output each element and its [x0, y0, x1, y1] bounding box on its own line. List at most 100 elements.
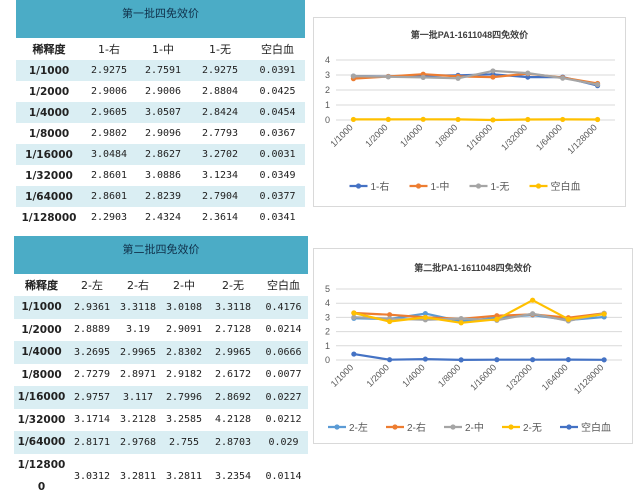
x-tick-label: 1/16000	[464, 122, 494, 152]
value-cell: 0.0077	[259, 363, 309, 386]
value-cell: 0.0377	[250, 186, 306, 207]
table-row: 1/8000 2.9802 2.9096 2.7793 0.0367	[16, 123, 306, 144]
data-point	[420, 74, 426, 80]
value-cell: 2.9091	[161, 318, 207, 341]
x-tick-label: 1/1000	[328, 122, 355, 149]
value-cell: 3.1714	[69, 408, 115, 431]
value-cell: 3.0312	[69, 453, 115, 499]
dilution-cell: 1/4000	[14, 341, 69, 364]
col-header-3: 1-无	[190, 38, 250, 60]
data-point	[385, 74, 391, 80]
x-tick-label: 1/64000	[540, 362, 570, 392]
value-cell: 0.029	[259, 431, 309, 454]
table-row: 1/16000 2.9757 3.117 2.7996 2.8692 0.0227	[14, 386, 309, 409]
table-row: 1/32000 2.8601 3.0886 3.1234 0.0349	[16, 165, 306, 186]
x-tick-label: 1/8000	[436, 362, 463, 389]
data-point	[530, 311, 536, 317]
table-row: 1/8000 2.7279 2.8971 2.9182 2.6172 0.0077	[14, 363, 309, 386]
value-cell: 3.1234	[190, 165, 250, 186]
value-cell: 3.2811	[115, 453, 161, 499]
data-point	[455, 75, 461, 81]
legend-label: 2-无	[523, 423, 542, 434]
value-cell: 2.8703	[207, 431, 259, 454]
data-point	[594, 116, 601, 123]
data-point	[351, 314, 357, 320]
value-cell: 4.2128	[207, 408, 259, 431]
table-row: 1/64000 2.8171 2.9768 2.755 2.8703 0.029	[14, 431, 309, 454]
value-cell: 0.0425	[250, 81, 306, 102]
data-point	[387, 312, 393, 318]
series-line-2	[353, 69, 598, 86]
data-point	[422, 314, 428, 321]
dilution-cell: 1/2000	[14, 318, 69, 341]
col-header-3: 2-中	[161, 274, 207, 296]
value-cell: 2.8601	[82, 165, 136, 186]
value-cell: 0.0391	[250, 60, 306, 81]
data-point	[494, 357, 500, 363]
value-cell: 0.0227	[259, 386, 309, 409]
legend-label: 1-右	[371, 180, 390, 193]
value-cell: 2.9965	[207, 341, 259, 364]
value-cell: 2.755	[161, 431, 207, 454]
table-row: 1/2000 2.9006 2.9006 2.8804 0.0425	[16, 81, 306, 102]
value-cell: 2.9182	[161, 363, 207, 386]
value-cell: 2.9757	[69, 386, 115, 409]
y-tick-label: 2	[325, 327, 330, 337]
value-cell: 0.0031	[250, 144, 306, 165]
value-cell: 2.8804	[190, 81, 250, 102]
dilution-cell: 1/8000	[14, 363, 69, 386]
col-header-4: 空白血	[250, 38, 306, 60]
value-cell: 2.7279	[69, 363, 115, 386]
x-tick-label: 1/128000	[572, 362, 606, 396]
batch2-table: 第二批四免效价 稀释度 2-左 2-右 2-中 2-无 空白血 1/1000 2.9361 3…	[14, 236, 309, 499]
value-cell: 2.9361	[69, 296, 115, 319]
data-point	[351, 310, 357, 316]
value-cell: 2.7591	[136, 60, 190, 81]
table-row: 1/12800 0 3.0312 3.2811 3.2811 3.2354 0.0114	[14, 453, 309, 499]
value-cell: 3.0484	[82, 144, 136, 165]
value-cell: 3.0108	[161, 296, 207, 319]
value-cell: 0.0666	[259, 341, 309, 364]
chart-title: 第一批PA1-1611048四免效价	[411, 29, 529, 40]
value-cell: 2.8239	[136, 186, 190, 207]
value-cell: 2.8627	[136, 144, 190, 165]
table2-title: 第二批四免效价	[14, 236, 309, 262]
value-cell: 0.0114	[259, 453, 309, 499]
x-tick-label: 1/1000	[329, 362, 356, 389]
data-point	[387, 357, 393, 363]
data-point	[422, 356, 428, 362]
value-cell: 3.2702	[190, 144, 250, 165]
x-tick-label: 1/8000	[433, 122, 460, 149]
x-tick-label: 1/16000	[468, 362, 498, 392]
data-point	[594, 81, 601, 88]
legend-label: 1-中	[431, 180, 450, 193]
dilution-cell: 1/128000	[16, 207, 82, 228]
value-cell: 0.0214	[259, 318, 309, 341]
dilution-cell: 1/16000	[14, 386, 69, 409]
value-cell: 0.0341	[250, 207, 306, 228]
data-point	[525, 116, 531, 123]
series-line-3	[353, 299, 605, 324]
y-tick-label: 1	[325, 341, 330, 351]
data-point	[560, 116, 566, 123]
dilution-cell: 1/64000	[14, 431, 69, 454]
x-tick-label: 1/32000	[504, 362, 534, 392]
data-point	[490, 74, 496, 80]
data-point	[351, 351, 357, 357]
value-cell: 2.7128	[207, 318, 259, 341]
dilution-cell: 1/8000	[16, 123, 82, 144]
series-line-3	[353, 118, 598, 122]
value-cell: 2.8171	[69, 431, 115, 454]
data-point	[490, 117, 496, 123]
value-cell: 0.0454	[250, 102, 306, 123]
value-cell: 3.0507	[136, 102, 190, 123]
col-header-5: 空白血	[259, 274, 309, 296]
data-point	[458, 315, 464, 322]
col-header-2: 2-右	[115, 274, 161, 296]
table1-title: 第一批四免效价	[16, 0, 306, 26]
legend-marker	[355, 183, 362, 189]
value-cell: 3.2354	[207, 453, 259, 499]
dilution-cell: 1/4000	[16, 102, 82, 123]
data-point	[494, 316, 500, 322]
value-cell: 2.8889	[69, 318, 115, 341]
